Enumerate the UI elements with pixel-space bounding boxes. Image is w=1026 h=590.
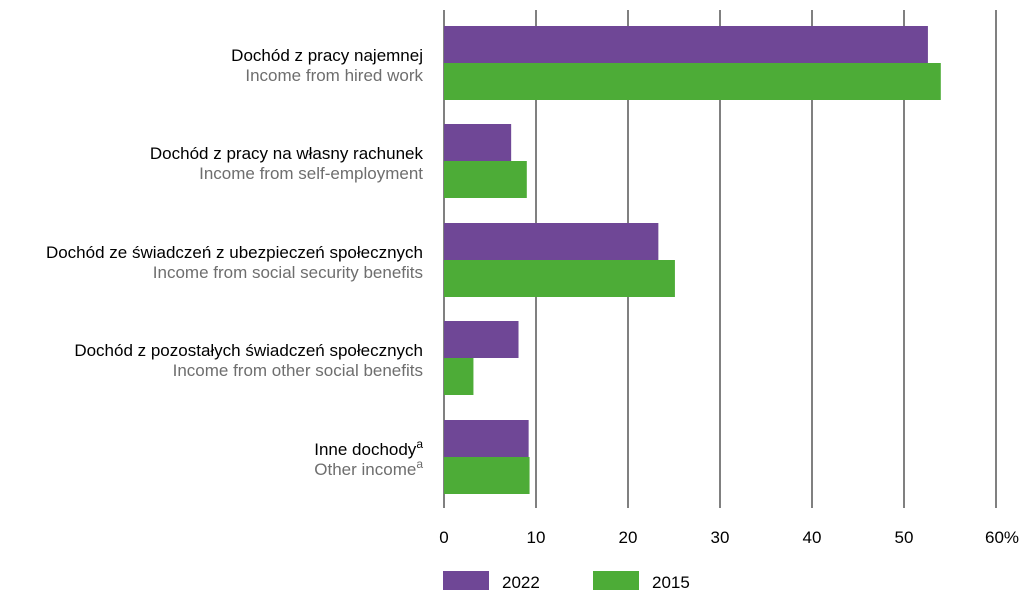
category-label-pl: Inne dochodya: [314, 437, 423, 459]
bar-2015-1: [444, 63, 941, 100]
category-label-pl: Dochód z pracy na własny rachunek: [150, 144, 424, 163]
x-tick-label: 10: [527, 528, 546, 547]
x-tick-label: 20: [619, 528, 638, 547]
footnote-marker: a: [416, 457, 423, 471]
x-tick-label: 40: [803, 528, 822, 547]
bar-2022-1: [444, 26, 928, 63]
category-label-en: Income from other social benefits: [173, 361, 423, 380]
legend-label-2022: 2022: [502, 573, 540, 590]
legend: 2022 2015: [443, 571, 690, 590]
x-tick-label: 0: [439, 528, 448, 547]
bar-2015-2: [444, 161, 527, 198]
bar-2015-3: [444, 260, 675, 297]
bars: [444, 26, 941, 494]
x-tick-label: 30: [711, 528, 730, 547]
x-axis-ticks: 0 10 20 30 40 50 60%: [439, 528, 1019, 547]
bar-2022-5: [444, 420, 529, 457]
bar-2022-3: [444, 223, 659, 260]
bar-2015-4: [444, 358, 474, 395]
bar-2022-2: [444, 124, 512, 161]
category-label-en: Income from hired work: [245, 66, 423, 85]
footnote-marker: a: [416, 437, 423, 451]
bar-2015-5: [444, 457, 530, 494]
category-label-en: Income from social security benefits: [153, 263, 423, 282]
legend-swatch-2022: [443, 571, 489, 590]
category-label-en: Income from self-employment: [199, 164, 423, 183]
category-label-pl: Dochód ze świadczeń z ubezpieczeń społec…: [46, 243, 423, 262]
x-tick-label: 60%: [985, 528, 1019, 547]
category-label-pl: Dochód z pracy najemnej: [231, 46, 423, 65]
category-label-en: Other incomea: [314, 457, 423, 479]
x-tick-label: 50: [895, 528, 914, 547]
legend-label-2015: 2015: [652, 573, 690, 590]
bar-2022-4: [444, 321, 519, 358]
category-label-pl: Dochód z pozostałych świadczeń społeczny…: [74, 341, 423, 360]
legend-swatch-2015: [593, 571, 639, 590]
